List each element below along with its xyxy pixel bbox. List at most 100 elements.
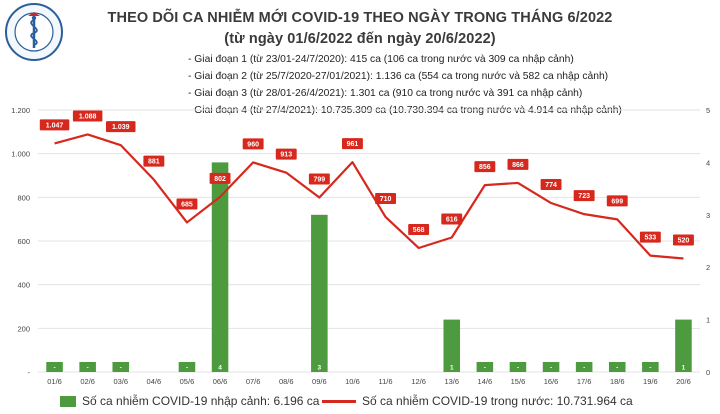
- line-domestic-label: 913: [280, 152, 292, 159]
- bar-imported-label: -: [550, 365, 552, 372]
- line-domestic-label: 774: [545, 182, 557, 189]
- x-tick-label: 17/6: [577, 377, 592, 386]
- bar-imported-label: -: [649, 365, 651, 372]
- x-tick-label: 04/6: [147, 377, 162, 386]
- x-tick-label: 20/6: [676, 377, 691, 386]
- line-domestic-label: 520: [678, 237, 690, 244]
- bar-imported-label: -: [583, 365, 585, 372]
- phase-2-note: - Giai đoạn 2 (từ 25/7/2020-27/01/2021):…: [188, 71, 609, 82]
- line-domestic-label-box: [606, 195, 628, 207]
- x-tick-label: 07/6: [246, 377, 261, 386]
- x-tick-label: 11/6: [379, 377, 393, 386]
- bar-imported: [509, 362, 527, 372]
- left-tick-label: 1.200: [11, 106, 30, 115]
- x-tick-label: 12/6: [411, 377, 426, 386]
- bar-imported: [575, 362, 593, 372]
- line-domestic-label-box: [474, 161, 496, 173]
- bar-imported-label: -: [120, 365, 122, 372]
- line-domestic-label-box: [540, 179, 562, 191]
- line-domestic-label: 1.047: [46, 122, 64, 129]
- line-domestic-label-box: [507, 158, 529, 170]
- bar-imported-label: 4: [218, 365, 222, 372]
- bar-imported-label: -: [616, 365, 618, 372]
- left-tick-label: 200: [17, 324, 30, 333]
- line-domestic-label-box: [275, 148, 297, 160]
- ministry-of-health-logo: [5, 3, 63, 61]
- line-domestic-label: 1.039: [112, 124, 130, 131]
- line-domestic-label-box: [573, 190, 595, 202]
- line-domestic-label: 723: [578, 193, 590, 200]
- right-tick-label: 5: [706, 106, 710, 115]
- left-tick-label: 600: [17, 237, 30, 246]
- line-domestic-label: 533: [645, 235, 657, 242]
- legend-domestic: Số ca nhiễm COVID-19 trong nước: 10.731.…: [322, 394, 633, 408]
- x-tick-label: 13/6: [444, 377, 459, 386]
- right-tick-label: 4: [706, 158, 710, 167]
- line-domestic-label-box: [408, 223, 430, 235]
- line-domestic-label: 802: [214, 176, 226, 183]
- phase-1-note: - Giai đoạn 1 (từ 23/01-24/7/2020): 415 …: [188, 54, 574, 65]
- line-domestic-label: 1.088: [79, 113, 97, 120]
- x-tick-label: 09/6: [312, 377, 327, 386]
- line-domestic-label: 960: [247, 141, 259, 148]
- line-domestic-label: 866: [512, 162, 524, 169]
- bar-imported-label: -: [53, 365, 55, 372]
- line-domestic-label: 699: [611, 198, 623, 205]
- line-domestic-label: 710: [380, 196, 392, 203]
- line-domestic-label: 685: [181, 201, 193, 208]
- line-domestic-label-box: [342, 138, 363, 150]
- line-domestic-label-box: [176, 198, 198, 210]
- bar-imported: [675, 319, 692, 372]
- line-domestic-label: 961: [347, 141, 359, 148]
- right-tick-label: 3: [706, 211, 710, 220]
- x-tick-label: 08/6: [279, 377, 294, 386]
- x-tick-label: 18/6: [610, 377, 625, 386]
- x-tick-label: 03/6: [113, 377, 128, 386]
- line-domestic: [54, 133, 684, 260]
- left-tick-label: -: [28, 368, 31, 377]
- right-tick-label: 0: [706, 368, 710, 377]
- bar-imported-label: -: [517, 365, 519, 372]
- x-tick-label: 19/6: [643, 377, 658, 386]
- bar-imported-label: -: [87, 365, 89, 372]
- legend-domestic-swatch: [322, 399, 356, 403]
- left-tick-label: 1.000: [11, 150, 30, 159]
- line-domestic-label-box: [72, 110, 103, 122]
- covid-chart: - 200 400 600 800 1.000 1.200 0 1 2 3 4 5 01/6 02/6 03/…: [11, 106, 710, 386]
- left-tick-label: 400: [17, 281, 30, 290]
- line-domestic-label-box: [39, 119, 70, 131]
- line-domestic-label-box: [308, 173, 330, 185]
- x-tick-label: 10/6: [345, 377, 360, 386]
- bar-imported-label: 1: [682, 365, 686, 372]
- x-tick-label: 16/6: [544, 377, 559, 386]
- right-tick-label: 1: [706, 316, 710, 325]
- line-domestic-label: 799: [314, 177, 326, 184]
- line-domestic-label: 568: [413, 227, 425, 234]
- bar-imported: [46, 362, 63, 372]
- line-domestic-label-box: [639, 231, 661, 243]
- bar-imported: [608, 362, 626, 372]
- right-tick-label: 2: [706, 263, 710, 272]
- x-tick-label: 01/6: [47, 377, 62, 386]
- phase-3-note: - Giai đoạn 3 (từ 28/01-26/4/2021): 1.30…: [188, 88, 583, 99]
- bar-imported: [311, 214, 328, 372]
- bar-imported-label: -: [186, 365, 188, 372]
- line-domestic-label-box: [209, 172, 231, 184]
- x-tick-label: 15/6: [511, 377, 526, 386]
- bar-imported: [79, 362, 96, 372]
- line-domestic-label-box: [106, 121, 136, 133]
- legend-imported-label: Số ca nhiễm COVID-19 nhập cảnh: 6.196 ca: [82, 394, 320, 408]
- legend-imported-swatch: [60, 395, 76, 407]
- chart-title: THEO DÕI CA NHIỄM MỚI COVID-19 THEO NGÀY…: [107, 10, 613, 26]
- bar-imported-label: 3: [318, 365, 322, 372]
- bar-imported-label: -: [484, 365, 486, 372]
- line-domestic-label-box: [242, 138, 264, 150]
- line-domestic-label-box: [375, 192, 396, 204]
- line-domestic-label: 856: [479, 164, 491, 171]
- left-tick-label: 800: [17, 193, 30, 202]
- line-domestic-label-box: [441, 213, 463, 225]
- bar-imported: [642, 362, 659, 372]
- line-domestic-label-box: [673, 234, 694, 246]
- legend-imported: Số ca nhiễm COVID-19 nhập cảnh: 6.196 ca: [60, 394, 319, 408]
- x-tick-label: 06/6: [213, 377, 228, 386]
